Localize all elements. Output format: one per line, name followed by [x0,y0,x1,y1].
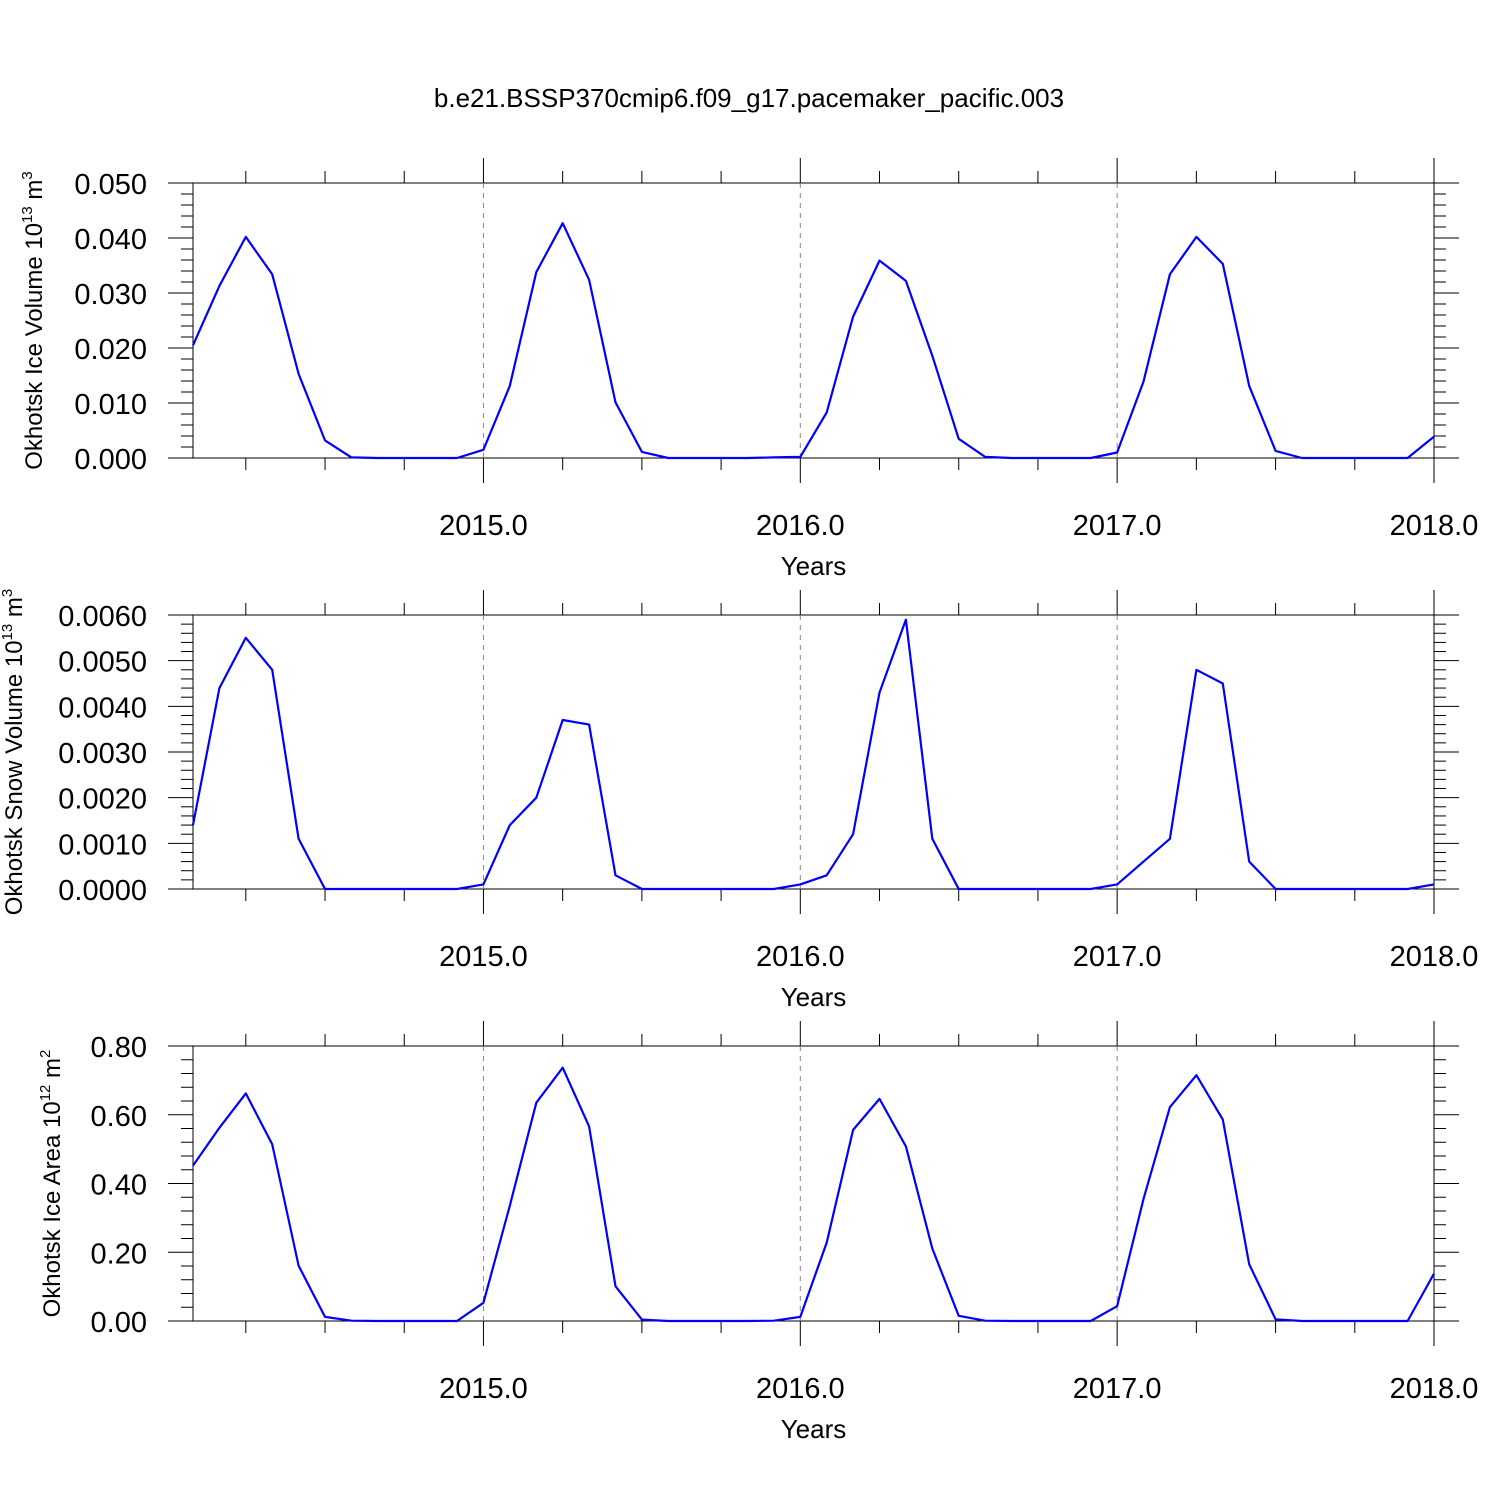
y-tick-label: 0.0050 [58,647,147,679]
x-tick-label: 2016.0 [756,510,845,542]
y-tick-label: 0.0030 [58,738,147,770]
y-tick-label: 0.0010 [58,829,147,861]
y-axis-label-superscript: 3 [19,171,36,179]
panel-ice-area: 0.00 0.20 0.40 0.60 0.80 2015.0 2016.0 2017.0 20… [37,1021,1478,1444]
y-axis-label-superscript: 12 [37,1085,54,1102]
y-axis-label-superscript: 3 [0,589,16,597]
y-tick-label: 0.0060 [58,601,147,633]
y-tick-label: 0.040 [74,224,147,256]
panel-ice-volume: 0.000 0.010 0.020 0.030 0.040 0.050 2015.0 2016… [19,158,1478,581]
y-tick-label: 0.030 [74,279,147,311]
x-axis-label: Years [781,1414,847,1444]
y-tick-label: 0.40 [91,1170,147,1202]
y-tick-label: 0.80 [91,1032,147,1064]
figure-title: b.e21.BSSP370cmip6.f09_g17.pacemaker_pac… [434,83,1064,113]
y-axis-label-superscript: 2 [37,1050,54,1058]
y-tick-label: 0.050 [74,169,147,201]
y-tick-label: 0.010 [74,389,147,421]
y-axis-label: Okhotsk Ice Volume 1013 m3 [19,171,48,470]
y-axis-label-part: Okhotsk Ice Area 10 [39,1101,66,1317]
x-tick-label: 2015.0 [439,941,528,973]
x-tick-label: 2017.0 [1073,510,1162,542]
x-tick-label: 2017.0 [1073,1373,1162,1405]
y-axis-label-part: m [39,1058,66,1085]
y-tick-label: 0.000 [74,444,147,476]
x-tick-label: 2015.0 [439,510,528,542]
x-tick-label: 2018.0 [1390,510,1479,542]
y-tick-label: 0.0020 [58,784,147,816]
x-axis-label: Years [781,982,847,1012]
x-tick-label: 2018.0 [1390,941,1479,973]
y-axis-label-part: m [21,180,48,207]
x-tick-label: 2018.0 [1390,1373,1479,1405]
y-tick-label: 0.0040 [58,692,147,724]
x-tick-label: 2015.0 [439,1373,528,1405]
y-axis-label-part: Okhotsk Ice Volume 10 [21,223,48,470]
series-line [192,1066,1435,1323]
y-tick-label: 0.60 [91,1101,147,1133]
x-tick-label: 2016.0 [756,1373,845,1405]
y-axis-label-part: Okhotsk Snow Volume 10 [1,640,28,915]
series-line [191,222,1435,460]
panel-snow-volume: 0.0000 0.0010 0.0020 0.0030 0.0040 0.0050 0.00… [0,589,1478,1012]
x-tick-label: 2016.0 [756,941,845,973]
y-axis-label-superscript: 13 [19,206,36,223]
y-tick-label: 0.020 [74,334,147,366]
y-tick-label: 0.00 [91,1307,147,1339]
y-axis-label-superscript: 13 [0,624,16,641]
y-tick-label: 0.20 [91,1238,147,1270]
x-axis-label: Years [781,551,847,581]
y-axis-label-part: m [1,597,28,624]
y-tick-label: 0.0000 [58,875,147,907]
y-axis-label: Okhotsk Snow Volume 1013 m3 [0,589,28,916]
plot-frame [192,182,1435,459]
x-tick-label: 2017.0 [1073,941,1162,973]
y-axis-label: Okhotsk Ice Area 1012 m2 [37,1050,66,1318]
series-line [191,618,1435,891]
